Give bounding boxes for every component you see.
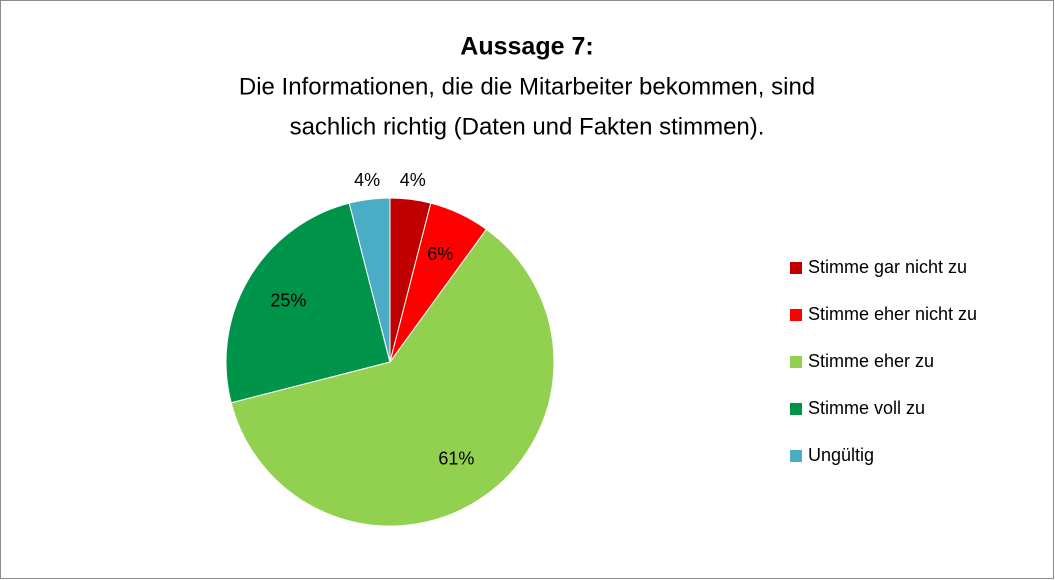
chart-subtitle: Die Informationen, die die Mitarbeiter b… bbox=[239, 73, 815, 100]
legend-swatch bbox=[790, 356, 802, 368]
legend-label: Ungültig bbox=[808, 445, 874, 465]
legend-label: Stimme eher zu bbox=[808, 351, 934, 371]
data-label: 6% bbox=[427, 244, 453, 264]
legend-swatch bbox=[790, 403, 802, 415]
data-label: 4% bbox=[400, 170, 426, 190]
data-label: 25% bbox=[270, 291, 306, 311]
pie-slice bbox=[348, 197, 391, 363]
legend-swatch bbox=[790, 262, 802, 274]
pie-slice bbox=[225, 202, 391, 404]
legend-swatch bbox=[790, 450, 802, 462]
chart-subtitle: sachlich richtig (Daten und Fakten stimm… bbox=[290, 113, 765, 140]
legend-label: Stimme eher nicht zu bbox=[808, 304, 977, 324]
chart-title: Aussage 7: bbox=[460, 33, 593, 61]
legend-label: Stimme gar nicht zu bbox=[808, 257, 967, 277]
data-label: 61% bbox=[438, 448, 474, 468]
data-label: 4% bbox=[354, 170, 380, 190]
legend-swatch bbox=[790, 309, 802, 321]
legend-label: Stimme voll zu bbox=[808, 398, 925, 418]
pie-slice bbox=[230, 228, 555, 527]
